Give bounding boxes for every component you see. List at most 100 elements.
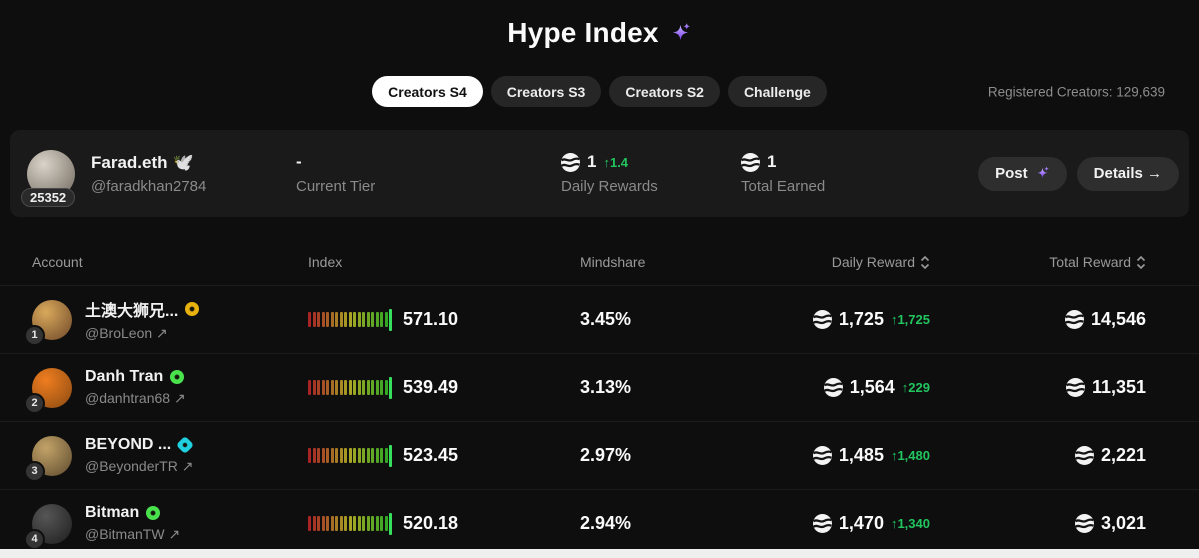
verified-badge-icon [170, 370, 185, 384]
current-tier-value: - [296, 152, 302, 171]
total-reward-value: 2,221 [1100, 445, 1146, 465]
creator-handle-link[interactable]: @BitmanTW ↗ [85, 526, 180, 543]
daily-reward-value: 1,564 [849, 377, 895, 397]
token-coin-icon [1064, 310, 1084, 329]
user-rank-badge: 25352 [21, 187, 76, 207]
page-header: Hype Index [0, 0, 1199, 50]
mindshare-value: 2.94% [580, 513, 632, 533]
col-daily-reward-label: Daily Reward [831, 254, 915, 270]
details-button-label: Details → [1093, 165, 1162, 182]
index-meter [308, 376, 392, 400]
token-coin-icon [812, 514, 832, 533]
token-coin-icon [1065, 378, 1085, 397]
rank-badge: 2 [24, 392, 45, 414]
mindshare-value: 2.97% [580, 445, 632, 465]
current-user-card: 25352 Farad.eth 🕊️ @faradkhan2784 - Curr… [10, 130, 1189, 217]
creator-handle: @BroLeon [85, 325, 153, 341]
sort-icon [1136, 255, 1146, 269]
total-earned-value: 1 [767, 152, 777, 171]
token-coin-icon [812, 446, 832, 465]
mindshare-value: 3.13% [580, 377, 632, 397]
sparkle-icon [672, 22, 690, 40]
details-button[interactable]: Details → [1076, 156, 1179, 191]
table-row: 1 土澳大狮兄... @BroLeon ↗ 571.10 3.45% 1,725… [0, 285, 1199, 353]
diamond-badge-icon [176, 435, 195, 455]
verified-badge-icon [146, 506, 161, 520]
leaderboard: 1 土澳大狮兄... @BroLeon ↗ 571.10 3.45% 1,725… [0, 285, 1199, 557]
sparkle-icon [1037, 166, 1049, 178]
total-reward-value: 11,351 [1091, 377, 1146, 397]
col-mindshare: Mindshare [580, 254, 646, 270]
daily-reward-delta: ↑1,340 [890, 516, 930, 531]
total-earned-label: Total Earned [741, 178, 826, 195]
external-link-icon: ↗ [156, 325, 168, 341]
post-button[interactable]: Post [978, 156, 1067, 191]
daily-reward-delta: ↑1,480 [890, 448, 930, 463]
table-row: 3 BEYOND ... @BeyonderTR ↗ 523.45 2.97% … [0, 421, 1199, 489]
index-value: 520.18 [403, 513, 459, 533]
creator-handle-link[interactable]: @danhtran68 ↗ [85, 390, 186, 407]
bottom-edge-strip [0, 549, 1199, 558]
creator-handle: @BitmanTW [85, 526, 165, 542]
table-row: 4 Bitman @BitmanTW ↗ 520.18 2.94% 1,470 … [0, 489, 1199, 557]
sort-icon [920, 255, 930, 269]
token-coin-icon [1074, 514, 1094, 533]
col-account: Account [32, 254, 83, 270]
total-reward-value: 3,021 [1100, 513, 1146, 533]
tab-creators-s4[interactable]: Creators S4 [372, 76, 483, 107]
external-link-icon: ↗ [168, 526, 181, 542]
index-value: 523.45 [403, 445, 459, 465]
index-value: 539.49 [403, 377, 459, 397]
daily-rewards-value: 1 [587, 152, 597, 171]
total-reward-value: 14,546 [1090, 309, 1146, 329]
index-meter [308, 444, 392, 468]
daily-reward-value: 1,725 [838, 309, 884, 329]
creator-handle: @danhtran68 [85, 390, 171, 406]
mindshare-value: 3.45% [580, 309, 632, 329]
tab-creators-s3[interactable]: Creators S3 [490, 76, 602, 107]
creator-name: Danh Tran [85, 368, 164, 385]
daily-rewards-delta: ↑1.4 [603, 154, 629, 170]
page-title: Hype Index [507, 17, 659, 48]
creator-handle-link[interactable]: @BeyonderTR ↗ [85, 458, 193, 475]
table-header: Account Index Mindshare Daily Reward Tot… [0, 231, 1199, 285]
index-meter [308, 308, 392, 332]
token-coin-icon [823, 378, 843, 397]
daily-reward-value: 1,470 [838, 513, 884, 533]
daily-reward-value: 1,485 [838, 445, 884, 465]
daily-reward-delta: ↑229 [901, 380, 930, 395]
gold-badge-icon [185, 302, 200, 316]
user-handle[interactable]: @faradkhan2784 [91, 177, 207, 195]
col-total-reward-label: Total Reward [1049, 254, 1131, 270]
rank-badge: 3 [24, 460, 45, 482]
creator-handle: @BeyonderTR [85, 458, 178, 474]
token-coin-icon [741, 152, 760, 172]
creator-name: BEYOND ... [85, 436, 172, 453]
registered-creators-count: Registered Creators: 129,639 [987, 84, 1165, 99]
creator-name: 土澳大狮兄... [85, 303, 179, 320]
post-button-label: Post [995, 165, 1028, 182]
external-link-icon: ↗ [173, 390, 186, 406]
tab-challenge[interactable]: Challenge [727, 76, 827, 107]
daily-reward-delta: ↑1,725 [890, 312, 930, 327]
daily-rewards-label: Daily Rewards [561, 178, 658, 195]
creator-name: Bitman [85, 504, 140, 521]
index-meter [308, 512, 392, 536]
current-tier-label: Current Tier [296, 178, 376, 195]
creator-handle-link[interactable]: @BroLeon ↗ [85, 325, 199, 342]
tab-bar: Creators S4 Creators S3 Creators S2 Chal… [0, 76, 1199, 107]
user-name: Farad.eth [91, 152, 168, 172]
tab-creators-s2[interactable]: Creators S2 [609, 76, 720, 107]
token-coin-icon [561, 152, 580, 172]
index-value: 571.10 [403, 309, 459, 329]
rank-badge: 4 [24, 528, 45, 550]
token-coin-icon [1074, 446, 1094, 465]
col-total-reward-sort[interactable]: Total Reward [930, 254, 1146, 270]
token-coin-icon [812, 310, 832, 329]
col-index: Index [308, 254, 343, 270]
external-link-icon: ↗ [181, 458, 194, 474]
rank-badge: 1 [24, 324, 45, 346]
col-daily-reward-sort[interactable]: Daily Reward [806, 254, 930, 270]
table-row: 2 Danh Tran @danhtran68 ↗ 539.49 3.13% 1… [0, 353, 1199, 421]
dove-emoji: 🕊️ [172, 152, 194, 172]
